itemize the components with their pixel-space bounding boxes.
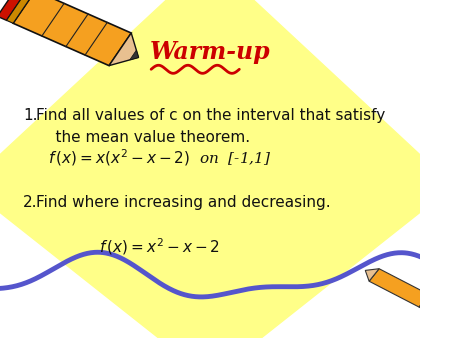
Text: Find where increasing and decreasing.: Find where increasing and decreasing. [36, 195, 330, 210]
Text: Find all values of c on the interval that satisfy
    the mean value theorem.: Find all values of c on the interval tha… [36, 108, 385, 145]
Text: $f\,(x) = x(x^2 - x - 2)$  on  [-1,1]: $f\,(x) = x(x^2 - x - 2)$ on [-1,1] [48, 147, 271, 168]
Polygon shape [419, 294, 436, 311]
Text: 2.: 2. [23, 195, 38, 210]
Polygon shape [0, 0, 29, 20]
Text: 1.: 1. [23, 108, 38, 123]
Polygon shape [13, 0, 131, 66]
Polygon shape [109, 33, 139, 66]
Polygon shape [130, 50, 139, 60]
Text: Warm-up: Warm-up [149, 40, 270, 65]
Text: $f\,(x) = x^2 - x - 2$: $f\,(x) = x^2 - x - 2$ [99, 236, 220, 257]
Polygon shape [365, 269, 379, 281]
Polygon shape [369, 269, 429, 307]
Polygon shape [6, 0, 36, 23]
